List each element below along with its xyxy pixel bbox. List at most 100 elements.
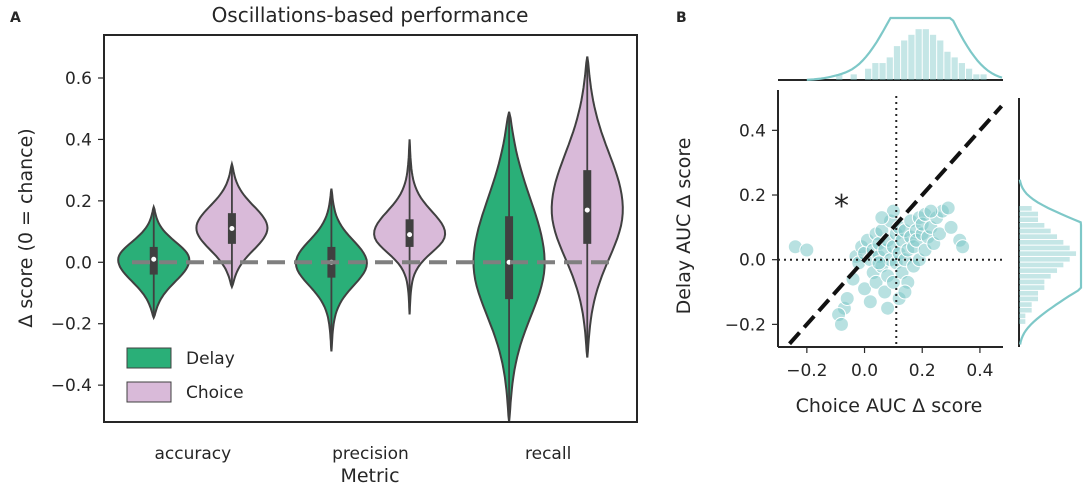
violin-median-dot bbox=[229, 226, 235, 231]
right-marginal-bar bbox=[1019, 285, 1045, 290]
right-marginal-kde bbox=[1018, 179, 1083, 345]
top-marginal-bar bbox=[893, 46, 901, 80]
top-marginal-bar bbox=[886, 57, 893, 80]
right-marginal-bar bbox=[1019, 268, 1058, 273]
right-marginal-bar bbox=[1019, 302, 1032, 307]
top-marginal-bar bbox=[865, 68, 872, 80]
panel-a-title: Oscillations-based performance bbox=[212, 3, 529, 27]
panel-b-ylabel: Delay AUC Δ score bbox=[673, 138, 695, 315]
violin-box bbox=[505, 216, 514, 300]
top-marginal-bar bbox=[973, 74, 980, 80]
right-marginal-bar bbox=[1019, 228, 1051, 234]
violin-median-dot bbox=[584, 207, 590, 213]
x-tick-label: −0.2 bbox=[786, 361, 827, 381]
top-marginal-bar bbox=[944, 51, 951, 80]
scatter-point bbox=[839, 290, 855, 306]
y-tick-label: 0.0 bbox=[739, 251, 766, 271]
scatter-point bbox=[871, 255, 887, 271]
legend-swatch-delay bbox=[126, 347, 172, 369]
top-marginal-bar bbox=[908, 34, 915, 80]
scatter-point bbox=[868, 274, 884, 290]
right-marginal-bar bbox=[1019, 245, 1070, 251]
top-marginal-bar bbox=[937, 40, 944, 80]
x-tick-label: 0.2 bbox=[909, 361, 936, 381]
right-marginal-bar bbox=[1019, 290, 1039, 296]
top-marginal-bar bbox=[929, 34, 937, 80]
right-marginal-bar bbox=[1019, 262, 1064, 268]
top-marginal-bar bbox=[922, 29, 929, 80]
right-marginal-bar bbox=[1019, 217, 1039, 222]
scatter-point bbox=[897, 284, 913, 300]
top-marginal-kde bbox=[806, 16, 1003, 81]
scatter-point bbox=[955, 239, 971, 255]
right-marginal-bar bbox=[1019, 279, 1045, 285]
y-tick-label: −0.2 bbox=[725, 315, 766, 335]
top-marginal-bar bbox=[836, 74, 843, 80]
top-marginal-bar bbox=[879, 63, 886, 80]
x-tick-label: accuracy bbox=[154, 444, 231, 464]
panel-a-label: A bbox=[10, 10, 21, 26]
y-tick-label: 0.6 bbox=[65, 69, 92, 89]
panel-a-ylabel: Δ score (0 = chance) bbox=[15, 128, 37, 327]
right-marginal-bar bbox=[1019, 273, 1051, 279]
x-tick-label: 0.4 bbox=[966, 361, 993, 381]
violin-plot-area: −0.4 −0.2 0.0 0.2 0.4 0.6 accuracy precision rec… bbox=[51, 56, 624, 464]
y-tick-label: 0.0 bbox=[65, 253, 92, 273]
legend: Delay Choice bbox=[126, 347, 244, 403]
violin-median-dot bbox=[151, 256, 157, 262]
y-tick-label: −0.4 bbox=[51, 376, 92, 396]
scatter-point bbox=[799, 242, 815, 258]
scatter-point bbox=[833, 316, 849, 332]
top-marginal-bar bbox=[872, 63, 879, 80]
right-marginal-bar bbox=[1019, 211, 1039, 217]
top-marginal-bar bbox=[951, 57, 958, 80]
top-marginal-bar bbox=[901, 40, 908, 80]
x-tick-label: recall bbox=[525, 444, 571, 464]
top-marginal-bar bbox=[915, 29, 922, 80]
legend-swatch-choice bbox=[126, 381, 172, 403]
scatter-point bbox=[874, 210, 890, 226]
right-marginal-bar bbox=[1019, 296, 1039, 302]
panel-b-label: B bbox=[676, 10, 687, 26]
right-marginal-bar bbox=[1019, 251, 1077, 256]
marginal-distributions bbox=[778, 16, 1083, 347]
right-marginal-bar bbox=[1019, 256, 1070, 262]
y-tick-label: 0.4 bbox=[739, 121, 766, 141]
scatter-point bbox=[885, 203, 901, 219]
right-marginal-bar bbox=[1019, 223, 1045, 228]
scatter-point bbox=[923, 203, 939, 219]
top-marginal-bar bbox=[966, 68, 973, 80]
scatter-plot-area: −0.2 0.0 0.2 0.4 −0.2 0.0 0.2 0.4 * bbox=[725, 90, 1004, 381]
y-tick-label: 0.4 bbox=[65, 130, 92, 150]
top-marginal-bar bbox=[850, 74, 857, 80]
scatter-point bbox=[940, 200, 956, 216]
panel-a-xlabel: Metric bbox=[340, 465, 399, 487]
panel-b-xlabel: Choice AUC Δ score bbox=[796, 395, 983, 417]
right-marginal-bar bbox=[1019, 313, 1026, 319]
top-marginal-bar bbox=[980, 74, 987, 80]
x-tick-label: 0.0 bbox=[851, 361, 878, 381]
significance-asterisk: * bbox=[834, 189, 849, 224]
scatter-point bbox=[932, 226, 948, 242]
scatter-point bbox=[862, 294, 878, 310]
legend-label-delay: Delay bbox=[186, 349, 235, 369]
right-marginal-bar bbox=[1019, 307, 1032, 313]
right-marginal-bar bbox=[1019, 206, 1032, 211]
identity-diagonal-line bbox=[788, 104, 1004, 346]
y-tick-label: 0.2 bbox=[65, 192, 92, 212]
top-marginal-bar bbox=[958, 63, 965, 80]
scatter-point bbox=[857, 281, 873, 297]
y-tick-label: −0.2 bbox=[51, 315, 92, 335]
x-tick-label: precision bbox=[332, 444, 409, 464]
right-marginal-bar bbox=[1019, 239, 1064, 245]
violin-box bbox=[583, 170, 592, 244]
scatter-point bbox=[880, 300, 896, 316]
panel-a-frame bbox=[103, 34, 638, 423]
right-marginal-bar bbox=[1019, 234, 1058, 239]
right-marginal-bar bbox=[1019, 319, 1026, 324]
scatter-point bbox=[877, 284, 893, 300]
y-tick-label: 0.2 bbox=[739, 186, 766, 206]
violin-median-dot bbox=[407, 232, 413, 238]
legend-label-choice: Choice bbox=[186, 383, 244, 403]
